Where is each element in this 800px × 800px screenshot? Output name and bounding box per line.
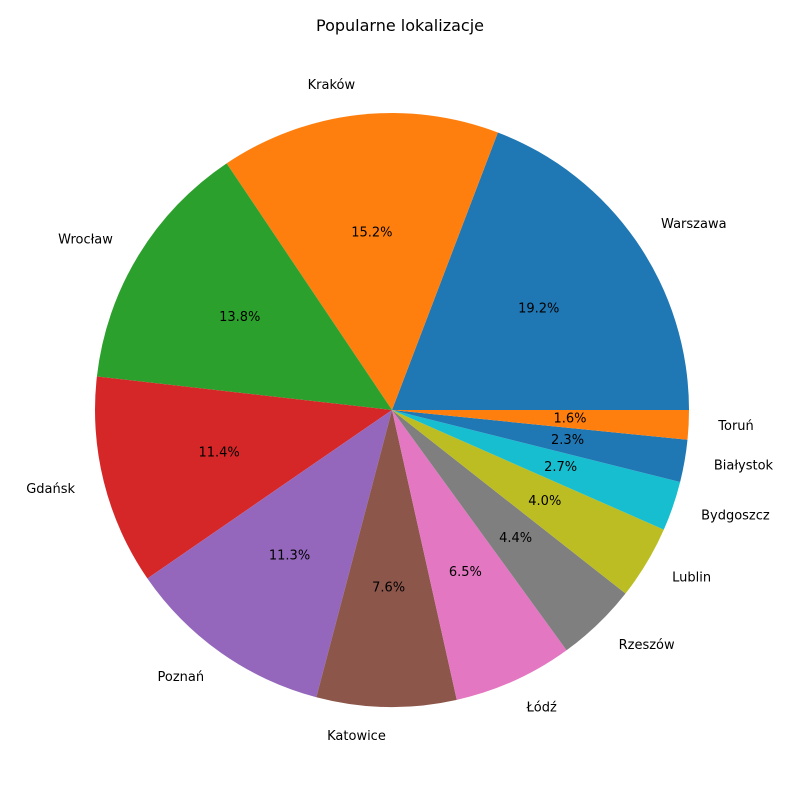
pie-slice-warszawa <box>392 132 689 410</box>
slice-percent-label: 1.6% <box>553 411 586 426</box>
slice-category-label: Katowice <box>327 729 386 744</box>
slice-percent-label: 7.6% <box>372 581 405 596</box>
slice-percent-label: 2.7% <box>544 460 577 475</box>
slice-percent-label: 4.0% <box>528 494 561 509</box>
pie-slice-bydgoszcz <box>392 410 681 530</box>
pie-slice-krakow <box>226 113 498 410</box>
pie-slice-katowice <box>316 410 457 707</box>
slice-percent-label: 13.8% <box>219 310 260 325</box>
slice-category-label: Kraków <box>308 78 356 93</box>
slice-percent-label: 4.4% <box>499 531 532 546</box>
slice-percent-label: 6.5% <box>449 565 482 580</box>
slice-percent-label: 2.3% <box>551 433 584 448</box>
slice-category-label: Rzeszów <box>619 638 675 653</box>
pie-slice-poznan <box>147 410 392 698</box>
pie-slice-lublin <box>392 410 664 594</box>
slice-category-label: Lublin <box>672 571 711 586</box>
slice-category-label: Poznań <box>158 670 205 685</box>
slice-category-label: Warszawa <box>661 217 727 232</box>
slice-category-label: Łódź <box>525 700 557 715</box>
slices-layer <box>94 113 689 707</box>
category-labels-layer: Warszawa Kraków Wrocław Gdańsk Poznań Katowic… <box>26 78 773 744</box>
pie-slice-torun <box>392 410 689 440</box>
chart-title: Popularne lokalizacje <box>316 16 484 35</box>
pie-slice-gdansk <box>94 376 392 579</box>
slice-percent-label: 11.4% <box>198 446 239 461</box>
slice-category-label: Wrocław <box>58 233 113 248</box>
pie-slice-lodz <box>392 410 567 700</box>
slice-category-label: Bydgoszcz <box>701 508 770 523</box>
pie-slice-bialystok <box>392 410 688 483</box>
slice-category-label: Toruń <box>717 419 754 434</box>
pie-slice-rzeszow <box>392 410 626 651</box>
pie-slice-wroclaw <box>96 163 393 410</box>
slice-percent-label: 11.3% <box>269 548 310 563</box>
slice-category-label: Białystok <box>714 459 774 474</box>
percent-labels-layer: 19.2% 15.2% 13.8% 11.4% 11.3% 7.6% 6.5% 4.4% 4.0… <box>198 225 586 595</box>
slice-percent-label: 15.2% <box>351 225 392 240</box>
slice-category-label: Gdańsk <box>26 482 75 497</box>
slice-percent-label: 19.2% <box>518 301 559 316</box>
